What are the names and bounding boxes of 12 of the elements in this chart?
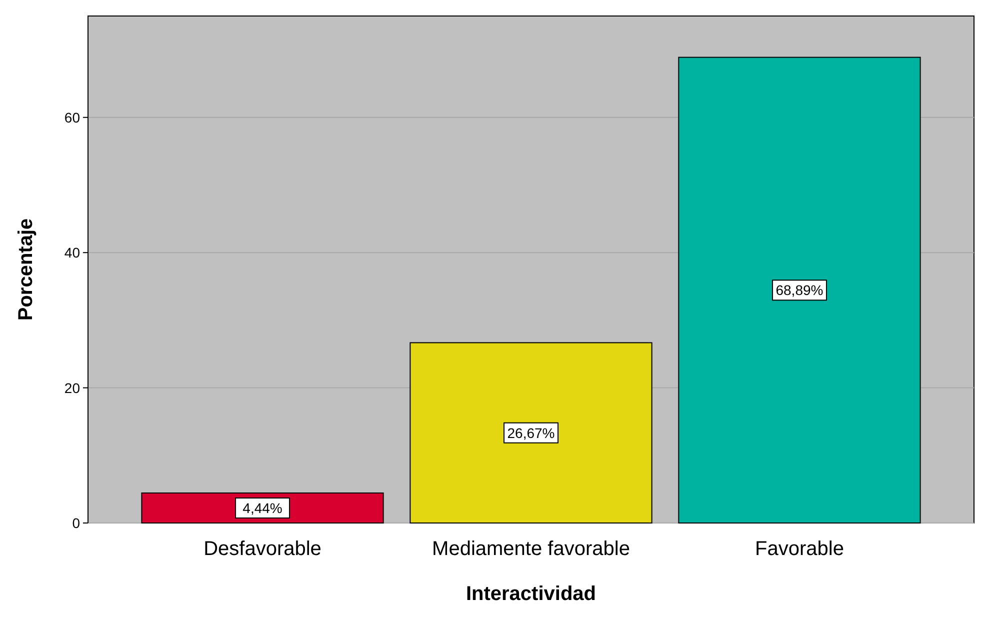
data-label: 68,89% [776,282,824,298]
y-tick-label: 0 [72,515,80,531]
y-axis-title: Porcentaje [15,218,37,321]
y-tick-label: 20 [64,380,80,396]
y-tick-label: 40 [64,244,80,261]
y-tick-label: 60 [64,109,80,126]
data-label: 4,44% [242,500,282,516]
x-tick-label: Mediamente favorable [432,538,630,560]
data-label: 26,67% [507,424,555,441]
x-axis-title: Interactividad [466,583,596,605]
x-tick-label: Desfavorable [204,538,322,560]
x-tick-label: Favorable [755,538,844,560]
